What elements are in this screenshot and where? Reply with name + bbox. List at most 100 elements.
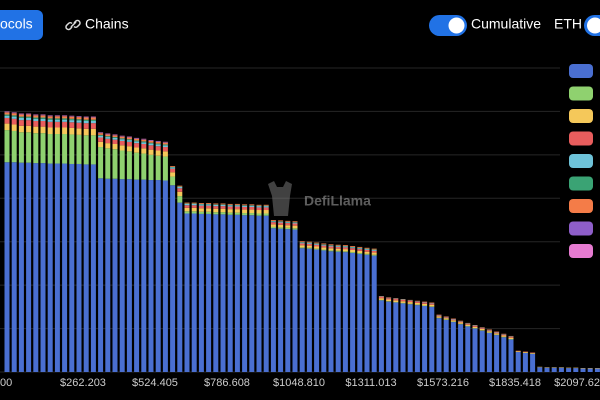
x-tick-label: $1835.418 (489, 377, 541, 389)
bar-segment (249, 209, 255, 214)
bar-segment (90, 135, 96, 165)
bar-segment (486, 330, 492, 332)
bar-segment (234, 212, 240, 215)
bar-segment (134, 143, 140, 148)
bar-segment (33, 126, 39, 134)
bar-segment (206, 205, 212, 209)
bar-segment (177, 188, 183, 192)
bar-segment (321, 245, 327, 248)
watermark-logo (268, 181, 292, 216)
bar-segment (580, 368, 586, 372)
bar-segment (357, 246, 363, 248)
bar-segment (148, 143, 154, 146)
bar-segment (522, 352, 528, 353)
bar-segment (299, 242, 305, 244)
bar-segment (69, 134, 75, 164)
bar-segment (429, 304, 435, 307)
bar-segment (4, 130, 10, 163)
bar-segment (378, 296, 384, 299)
eth-toggle[interactable]: ETH (554, 15, 600, 36)
bar-segment (357, 249, 363, 251)
bar-segment (465, 323, 471, 325)
bar-segment (314, 244, 320, 247)
bar-segment (335, 244, 341, 246)
bar-segment (342, 251, 348, 253)
bar-segment (206, 211, 212, 214)
bar-segment (227, 212, 233, 215)
link-icon (65, 19, 81, 31)
bar-segment (155, 155, 161, 181)
bar-segment (134, 138, 140, 141)
bar-segment (69, 120, 75, 123)
bar-segment (393, 302, 399, 372)
bar-segment (184, 211, 190, 214)
bar-segment (112, 178, 118, 372)
bar-segment (198, 205, 204, 209)
bar-segment (472, 328, 478, 372)
protocols-tab[interactable]: ocols (0, 10, 43, 40)
bar-segment (148, 140, 154, 143)
bar-segment (278, 228, 284, 372)
bar-segment (321, 247, 327, 250)
bar-segment (213, 206, 219, 209)
bar-segment (155, 144, 161, 147)
bar-segment (335, 246, 341, 249)
bar-segment (155, 180, 161, 372)
bar-segment (119, 138, 125, 140)
bar-segment (386, 301, 392, 372)
bar-segment (69, 118, 75, 121)
bar-segment (33, 118, 39, 121)
bar-segment (450, 320, 456, 322)
bar-segment (134, 141, 140, 144)
legend-swatch (569, 131, 593, 146)
bar-segment (18, 125, 24, 133)
bar-segment (357, 253, 363, 372)
bar-segment (126, 151, 132, 180)
bar-segment (105, 148, 111, 179)
bar-segment (414, 305, 420, 372)
bar-segment (458, 324, 464, 372)
bar-segment (198, 204, 204, 206)
bar-segment (422, 302, 428, 304)
bar-segment (422, 305, 428, 372)
chains-tab[interactable]: Chains (65, 16, 129, 32)
bar-segment (62, 116, 68, 119)
bar-segment (335, 251, 341, 372)
bar-segment (98, 133, 104, 135)
bar-segment (26, 132, 32, 163)
bar-segment (227, 205, 233, 207)
bar-segment (213, 208, 219, 213)
bar-segment (472, 326, 478, 329)
bar-segment (494, 332, 500, 334)
bar-segment (306, 245, 312, 248)
bar-segment (112, 149, 118, 179)
bar-segment (112, 139, 118, 144)
bar-segment (508, 339, 514, 372)
bar-segment (278, 222, 284, 225)
bar-segment (40, 133, 46, 164)
bar-segment (134, 147, 140, 153)
bar-segment (155, 141, 161, 144)
bar-segment (213, 204, 219, 207)
bar-segment (191, 205, 197, 208)
cumulative-toggle[interactable]: Cumulative (429, 15, 541, 36)
bar-segment (76, 119, 82, 121)
bar-segment (400, 299, 406, 302)
bar-segment (328, 248, 334, 251)
bar-segment (90, 120, 96, 124)
bar-segment (170, 176, 176, 186)
bar-segment (371, 255, 377, 372)
bar-segment (47, 121, 53, 128)
bar-segment (465, 324, 471, 326)
bar-segment (537, 367, 543, 372)
bar-segment (213, 214, 219, 372)
bar-segment (234, 214, 240, 372)
bar-segment (184, 202, 190, 204)
bar-segment (40, 126, 46, 134)
bar-segment (40, 117, 46, 119)
tab-label: Chains (85, 16, 129, 32)
toggle-label: Cumulative (471, 16, 541, 32)
legend-swatch (569, 199, 593, 213)
bar-segment (263, 207, 269, 211)
bar-segment (443, 319, 449, 372)
